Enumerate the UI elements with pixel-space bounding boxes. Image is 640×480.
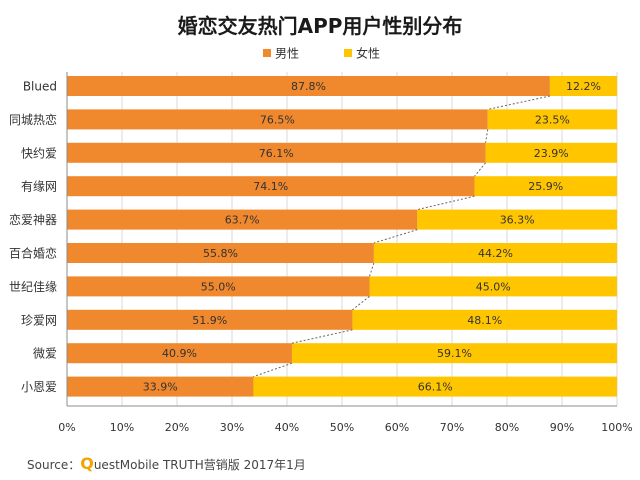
category-label: 小恩爱 bbox=[21, 380, 57, 394]
legend-swatch-male bbox=[263, 49, 271, 57]
data-label-male: 40.9% bbox=[162, 347, 197, 360]
category-label: 快约爱 bbox=[21, 145, 57, 160]
category-label: 恋爱神器 bbox=[9, 212, 57, 227]
bar-male bbox=[67, 109, 488, 130]
data-label-female: 12.2% bbox=[566, 80, 601, 93]
bar-female bbox=[253, 376, 617, 397]
data-label-male: 63.7% bbox=[225, 214, 260, 227]
connector-line bbox=[485, 129, 489, 143]
data-label-male: 33.9% bbox=[143, 381, 178, 394]
data-label-male: 76.5% bbox=[260, 113, 295, 126]
data-label-female: 44.2% bbox=[478, 247, 513, 260]
x-axis: 0% 10% 20% 30% 40% 50% 60% 70% 80% 90% 100% bbox=[58, 72, 633, 434]
connector-lines bbox=[253, 95, 551, 378]
x-tick-label: 90% bbox=[550, 421, 574, 434]
bar-male bbox=[67, 243, 374, 263]
source-text: uestMobile TRUTH营销版 2017年1月 bbox=[93, 458, 306, 472]
x-tick-label: 80% bbox=[495, 421, 519, 434]
chart-title: 婚恋交友热门APP用户性别分布 bbox=[178, 14, 463, 38]
connector-line bbox=[474, 162, 486, 177]
data-label-female: 45.0% bbox=[476, 280, 511, 293]
x-tick-label: 10% bbox=[110, 421, 134, 434]
data-label-male: 55.0% bbox=[201, 280, 236, 293]
category-label: Blued bbox=[23, 80, 57, 94]
category-label: 有缘网 bbox=[21, 180, 57, 194]
x-tick-label: 30% bbox=[220, 421, 244, 434]
legend-label-male: 男性 bbox=[275, 47, 299, 61]
connector-line bbox=[373, 229, 418, 244]
legend-label-female: 女性 bbox=[356, 46, 380, 61]
category-label: 微爱 bbox=[33, 347, 57, 361]
connector-line bbox=[352, 296, 370, 311]
connector-line bbox=[417, 195, 475, 211]
bars: 87.8% 12.2% 76.5% 23.5% 76.1% 23.9% 74.1% 25.9%… bbox=[67, 76, 617, 397]
x-tick-label: 50% bbox=[330, 421, 354, 434]
bar-male bbox=[67, 142, 486, 163]
data-label-female: 59.1% bbox=[437, 347, 472, 360]
legend-swatch-female bbox=[344, 49, 352, 57]
x-tick-label: 20% bbox=[165, 421, 189, 434]
connector-line bbox=[291, 329, 353, 344]
data-label-male: 87.8% bbox=[291, 80, 326, 93]
bar-female bbox=[369, 276, 617, 297]
bar-female bbox=[352, 309, 617, 330]
category-label: 同城热恋 bbox=[9, 112, 57, 127]
bar-female bbox=[549, 76, 617, 96]
data-label-female: 66.1% bbox=[418, 381, 453, 394]
bar-male bbox=[67, 376, 254, 397]
bar-female bbox=[417, 209, 617, 230]
bar-female bbox=[373, 243, 617, 263]
bar-female bbox=[474, 176, 617, 197]
x-tick-label: 40% bbox=[275, 421, 299, 434]
x-tick-label: 70% bbox=[440, 421, 464, 434]
legend: 男性 女性 bbox=[263, 46, 380, 61]
bar-male bbox=[67, 76, 550, 96]
x-tick-label: 100% bbox=[601, 421, 632, 434]
category-label: 世纪佳缘 bbox=[9, 280, 57, 294]
data-label-male: 76.1% bbox=[259, 147, 294, 160]
x-tick-label: 60% bbox=[385, 421, 409, 434]
source-note: Source：QuestMobile TRUTH营销版 2017年1月 bbox=[27, 454, 306, 473]
source-logo-letter: Q bbox=[80, 454, 94, 473]
category-label: 珍爱网 bbox=[21, 313, 57, 327]
data-label-female: 48.1% bbox=[467, 314, 502, 327]
connector-line bbox=[487, 95, 551, 110]
connector-line bbox=[369, 262, 375, 277]
data-label-male: 74.1% bbox=[253, 180, 288, 193]
x-tick-label: 0% bbox=[58, 421, 75, 434]
bar-male bbox=[67, 276, 370, 297]
data-label-female: 25.9% bbox=[528, 180, 563, 193]
bar-female bbox=[485, 142, 617, 163]
bar-male bbox=[67, 309, 353, 330]
connector-line bbox=[253, 362, 293, 378]
bar-female bbox=[487, 109, 617, 130]
data-label-male: 51.9% bbox=[192, 314, 227, 327]
data-label-female: 23.9% bbox=[534, 147, 569, 160]
bar-male bbox=[67, 209, 418, 230]
data-label-male: 55.8% bbox=[203, 247, 238, 260]
bar-female bbox=[291, 343, 617, 364]
bar-male bbox=[67, 343, 292, 364]
category-label: 百合婚恋 bbox=[9, 246, 57, 261]
data-label-female: 36.3% bbox=[500, 214, 535, 227]
data-label-female: 23.5% bbox=[535, 113, 570, 126]
bar-male bbox=[67, 176, 475, 197]
source-prefix: Source： bbox=[27, 458, 81, 472]
